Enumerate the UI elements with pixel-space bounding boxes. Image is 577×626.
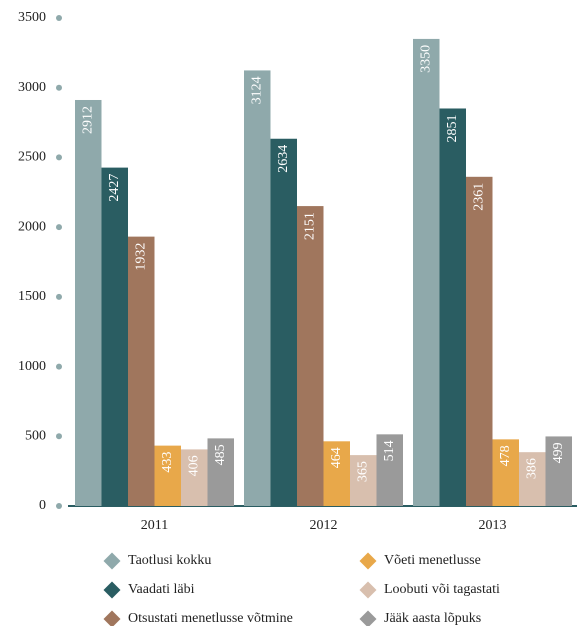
data-label: 386 — [524, 458, 539, 479]
y-tick-label: 2000 — [18, 219, 46, 234]
data-label: 2151 — [302, 212, 317, 240]
legend-marker — [103, 610, 121, 626]
bar — [244, 70, 271, 506]
bar — [101, 167, 128, 506]
y-tick-dot — [56, 224, 62, 231]
bar — [376, 434, 403, 506]
data-label: 365 — [355, 461, 370, 482]
bar — [466, 176, 493, 506]
bar — [350, 455, 377, 506]
bar — [297, 206, 324, 506]
bar — [323, 441, 350, 506]
legend-label: Loobuti või tagastati — [384, 582, 500, 597]
y-tick-dot — [56, 154, 62, 161]
legend-marker — [359, 552, 377, 570]
y-tick-label: 3500 — [18, 10, 46, 25]
data-label: 2361 — [471, 183, 486, 211]
bar — [181, 449, 208, 506]
data-label: 464 — [329, 447, 344, 468]
x-tick-label: 2013 — [479, 518, 507, 533]
legend-label: Taotlusi kokku — [128, 553, 211, 568]
bar — [154, 445, 181, 506]
bar — [413, 38, 440, 507]
data-label: 478 — [498, 445, 513, 466]
x-tick-label: 2011 — [141, 518, 168, 533]
y-tick-label: 1000 — [18, 359, 46, 374]
y-tick-label: 500 — [25, 429, 46, 444]
legend-label: Jääk aasta lõpuks — [384, 611, 481, 626]
y-tick-label: 3000 — [18, 80, 46, 95]
bar — [128, 236, 155, 506]
data-label: 406 — [186, 455, 201, 476]
bar — [207, 438, 234, 506]
bar — [492, 439, 519, 506]
data-label: 499 — [551, 442, 566, 463]
bar — [270, 138, 297, 506]
y-tick-label: 1500 — [18, 289, 46, 304]
bar — [545, 436, 572, 506]
legend-label: Võeti menetlusse — [384, 553, 481, 568]
legend-marker — [103, 552, 121, 570]
data-label: 3350 — [418, 45, 433, 73]
data-label: 2851 — [445, 114, 460, 142]
legend-label: Otsustati menetlusse võtmine — [128, 611, 293, 626]
y-tick-dot — [56, 363, 62, 370]
y-tick-label: 2500 — [18, 150, 46, 165]
bar — [439, 108, 466, 507]
y-tick-dot — [56, 433, 62, 440]
legend-label: Vaadati läbi — [128, 582, 195, 597]
data-label: 485 — [213, 444, 228, 465]
y-tick-dot — [56, 503, 62, 509]
bar — [519, 452, 546, 506]
data-label: 2427 — [107, 174, 122, 202]
legend-marker — [359, 581, 377, 599]
data-label: 2634 — [276, 145, 291, 173]
data-label: 433 — [160, 452, 175, 473]
y-tick-dot — [56, 293, 62, 300]
legend-marker — [103, 581, 121, 599]
data-label: 3124 — [249, 76, 264, 104]
data-label: 2912 — [80, 106, 95, 134]
y-tick-dot — [56, 84, 62, 91]
data-label: 1932 — [133, 243, 148, 271]
legend-marker — [359, 610, 377, 626]
bar — [75, 99, 102, 506]
x-tick-label: 2012 — [310, 518, 338, 533]
y-tick-dot — [56, 15, 62, 21]
data-label: 514 — [382, 440, 397, 461]
y-tick-label: 0 — [39, 498, 46, 513]
